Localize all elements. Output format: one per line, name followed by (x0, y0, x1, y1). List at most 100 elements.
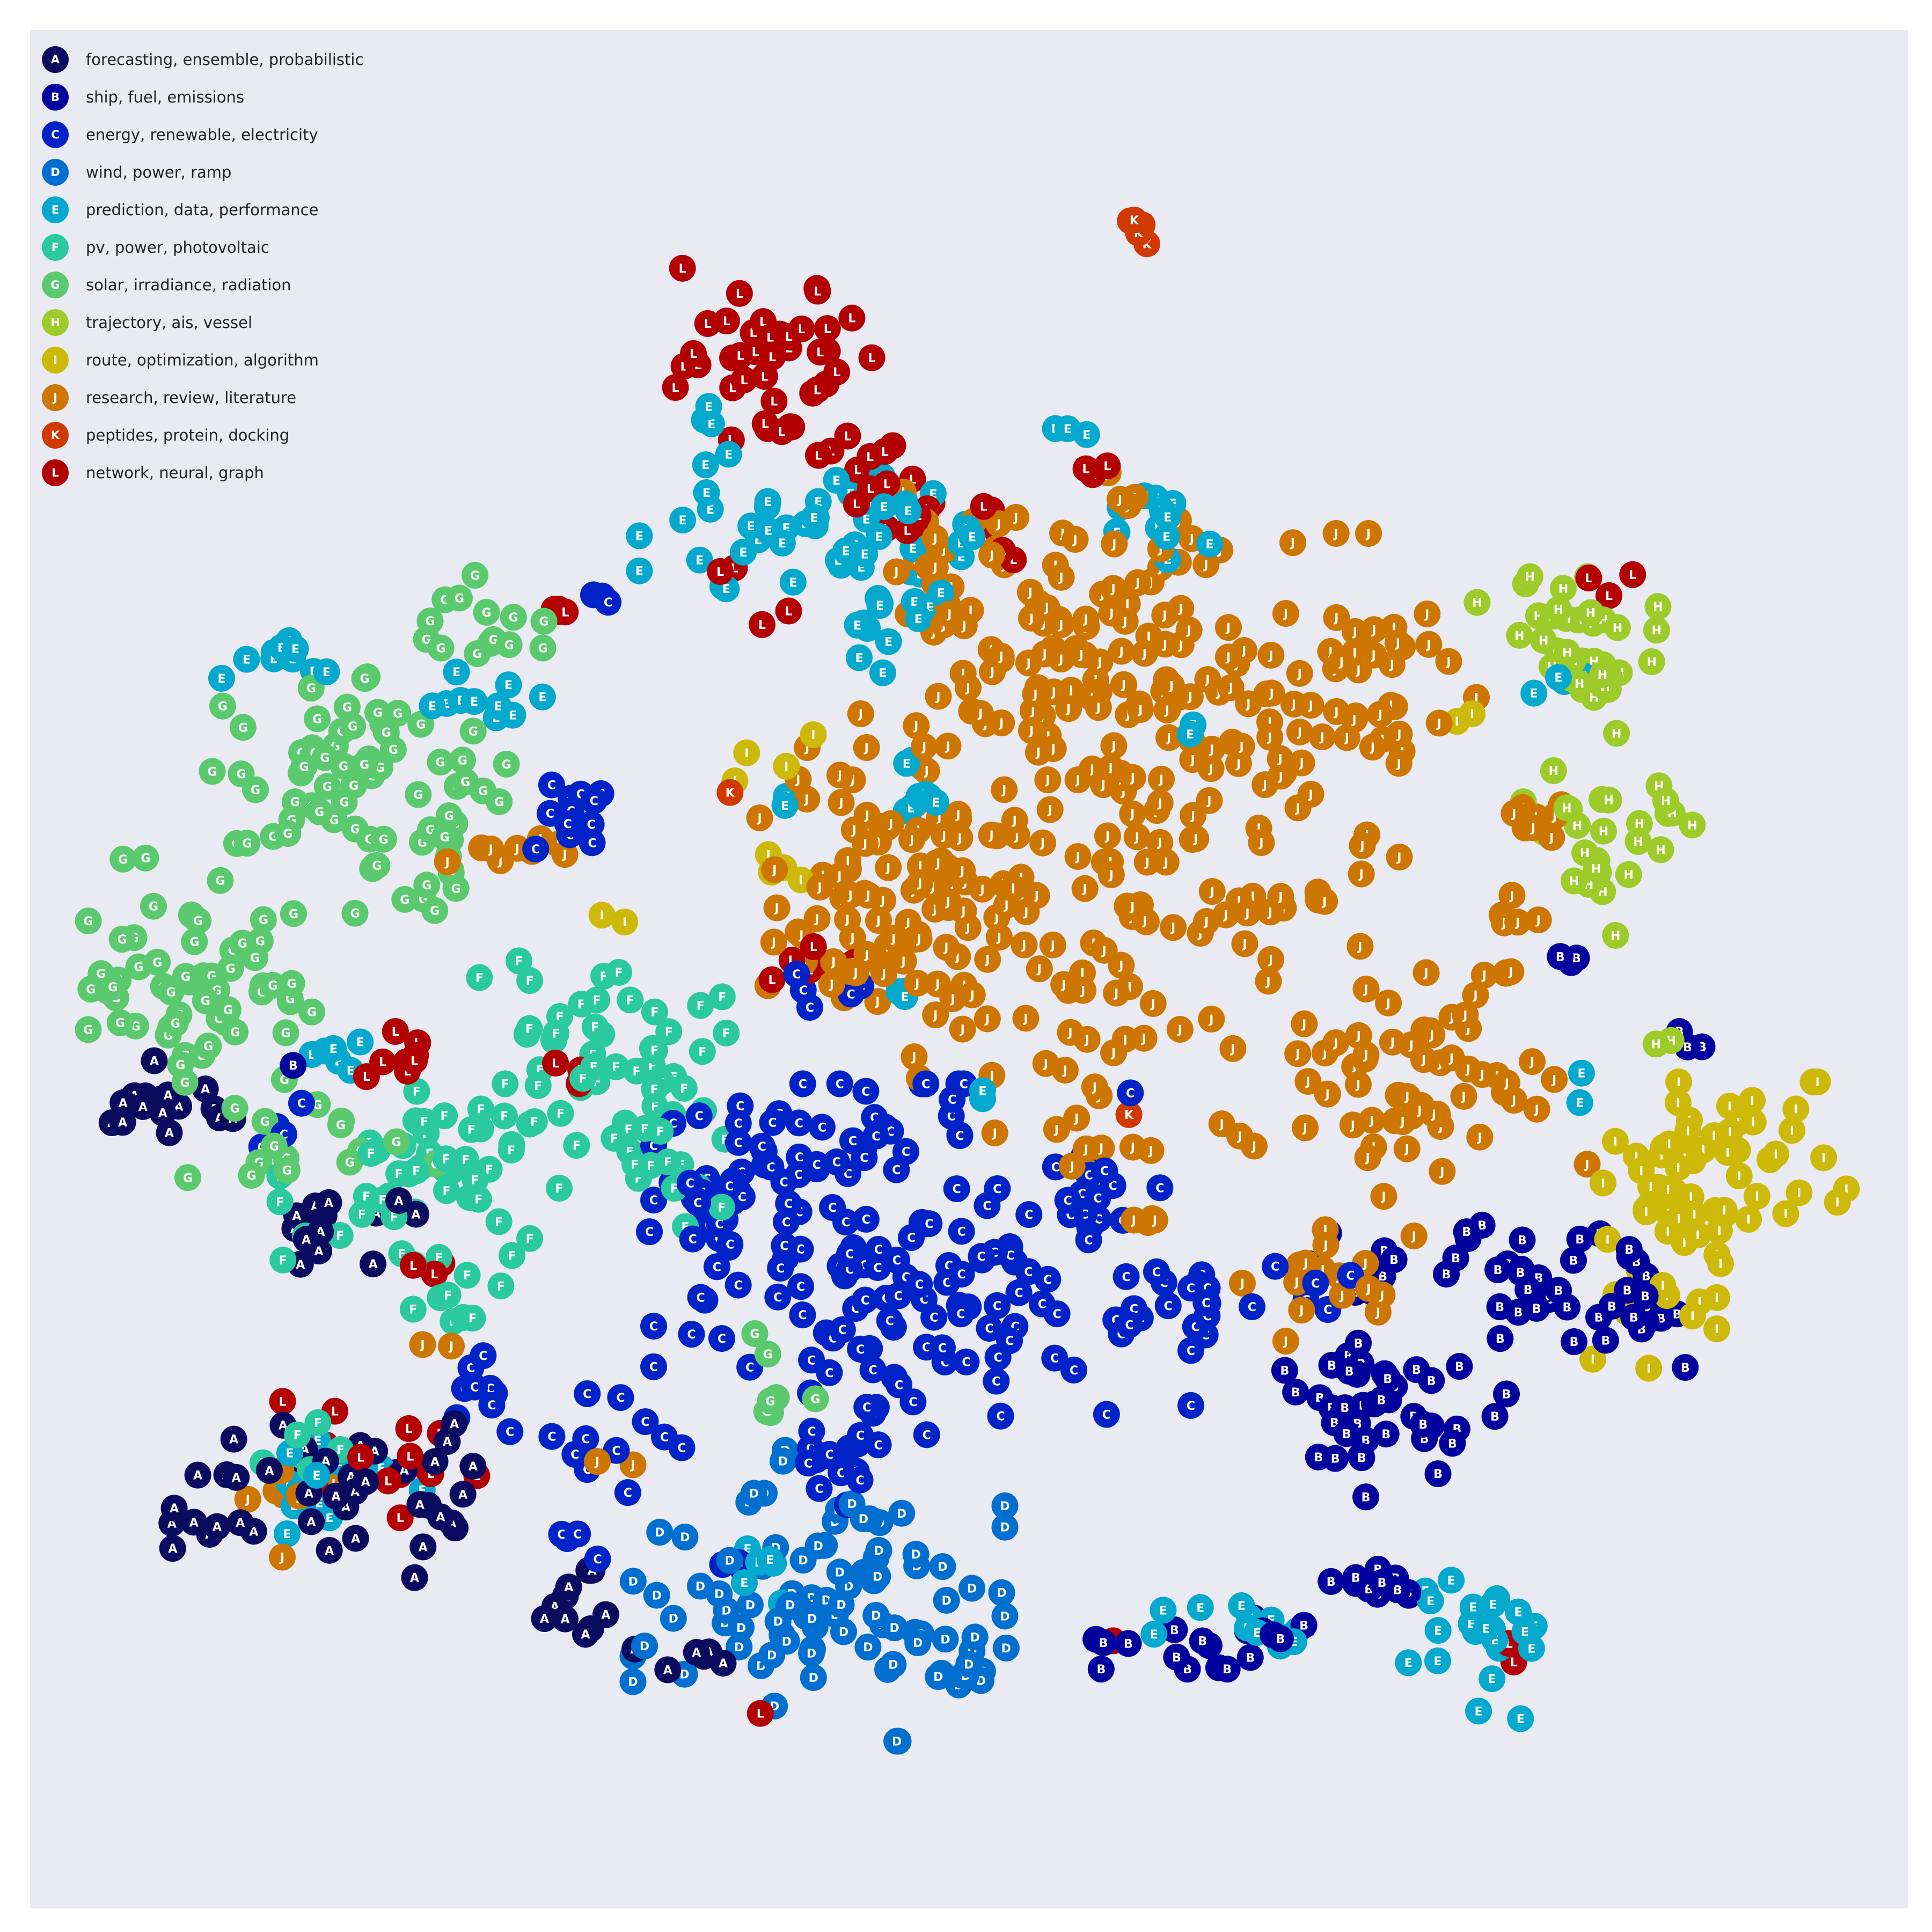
point-letter: D (967, 1583, 977, 1596)
scatter-point-C: C (1146, 1174, 1174, 1202)
point-marker (692, 451, 719, 479)
scatter-point-D: D (804, 1532, 832, 1560)
point-letter: C (815, 1483, 823, 1496)
point-letter: J (830, 956, 836, 969)
point-letter: J (968, 604, 973, 618)
scatter-point-D: D (925, 1663, 952, 1690)
scatter-point-C: C (885, 1371, 913, 1399)
point-letter: C (862, 1213, 870, 1227)
scatter-point-L: L (726, 280, 753, 307)
point-letter: F (500, 1110, 508, 1123)
point-letter: D (785, 1599, 795, 1612)
scatter-point-J: J (1466, 1123, 1494, 1151)
point-letter: J (1301, 1018, 1306, 1031)
point-marker (1568, 1059, 1595, 1087)
scatter-point-C: C (687, 1284, 714, 1311)
point-letter: D (964, 1658, 974, 1672)
point-letter: L (881, 445, 889, 459)
point-marker (804, 442, 832, 469)
point-marker (641, 998, 668, 1026)
scatter-point-C: C (678, 1321, 705, 1348)
point-letter: H (1539, 634, 1548, 648)
point-letter: J (1074, 851, 1080, 864)
scatter-point-C: C (1060, 1356, 1087, 1384)
scatter-point-I: I (1735, 1206, 1762, 1233)
point-letter: C (799, 984, 808, 998)
point-letter: J (514, 843, 519, 856)
scatter-point-A: A (441, 1410, 468, 1437)
point-letter: G (502, 758, 511, 772)
scatter-point-B: B (1566, 1225, 1593, 1253)
point-marker (1619, 561, 1646, 588)
point-letter: I (1715, 1323, 1719, 1336)
point-letter: J (1069, 1160, 1074, 1174)
point-letter: I (1686, 1125, 1690, 1138)
scatter-point-D: D (958, 1575, 986, 1602)
scatter-point-I: I (1739, 1087, 1766, 1114)
point-letter: J (1239, 740, 1244, 753)
point-marker (1393, 1135, 1421, 1162)
point-letter: J (279, 1552, 284, 1565)
point-letter: G (149, 901, 158, 914)
point-letter: C (1100, 1165, 1109, 1179)
point-letter: A (601, 1609, 610, 1622)
point-letter: I (1755, 1190, 1759, 1204)
point-letter: H (1635, 818, 1644, 831)
point-marker (1785, 1179, 1813, 1206)
point-letter: J (1448, 1052, 1454, 1065)
scatter-point-D: D (706, 1580, 733, 1607)
point-letter: C (994, 1351, 1002, 1365)
point-letter: J (1053, 1123, 1059, 1137)
point-letter: G (171, 1018, 180, 1031)
point-letter: J (1104, 830, 1110, 844)
scatter-point-C: C (853, 1394, 881, 1421)
point-marker (1743, 1183, 1770, 1210)
scatter-point-F: F (402, 1157, 430, 1184)
point-letter: J (1244, 907, 1249, 920)
point-letter: G (458, 754, 467, 767)
scatter-point-J: J (1198, 735, 1226, 763)
point-letter: A (150, 1055, 159, 1068)
point-letter: J (1509, 889, 1514, 903)
scatter-point-C: C (876, 1307, 903, 1334)
point-letter: J (935, 691, 940, 704)
scatter-point-F: F (433, 1177, 460, 1204)
point-marker (1236, 1644, 1264, 1671)
point-letter: C (590, 795, 598, 808)
point-letter: B (1516, 1267, 1525, 1280)
scatter-point-L: L (742, 338, 769, 365)
point-letter: J (1162, 638, 1167, 652)
point-letter: J (594, 1455, 599, 1469)
point-marker (304, 705, 331, 733)
point-letter: J (1095, 701, 1101, 715)
point-letter: C (718, 1333, 726, 1346)
point-letter: E (325, 1512, 333, 1525)
point-letter: J (1126, 980, 1132, 994)
scatter-point-A: A (592, 1601, 619, 1628)
point-letter: G (509, 611, 518, 625)
point-letter: C (977, 1250, 985, 1264)
point-letter: F (633, 1065, 641, 1079)
point-letter: A (564, 1581, 573, 1594)
scatter-point-C: C (948, 1218, 975, 1245)
point-marker (233, 830, 261, 857)
point-letter: H (1562, 802, 1571, 815)
scatter-point-J: J (949, 857, 976, 884)
point-letter: F (610, 1132, 618, 1146)
point-letter: J (1079, 967, 1085, 980)
scatter-point-J: J (925, 683, 952, 710)
point-marker (1034, 766, 1062, 794)
point-letter: J (956, 832, 962, 845)
point-marker (1579, 1345, 1606, 1373)
point-letter: F (441, 1110, 449, 1123)
scatter-point-C: C (685, 1102, 713, 1130)
point-letter: E (286, 1447, 294, 1461)
point-letter: B (1532, 1302, 1541, 1316)
point-marker (662, 374, 689, 401)
point-letter: L (716, 566, 724, 579)
point-letter: D (839, 1626, 848, 1640)
scatter-point-C: C (912, 1070, 940, 1097)
point-letter: J (1177, 1023, 1182, 1037)
point-letter: J (917, 877, 922, 890)
scatter-point-F: F (492, 1070, 519, 1097)
